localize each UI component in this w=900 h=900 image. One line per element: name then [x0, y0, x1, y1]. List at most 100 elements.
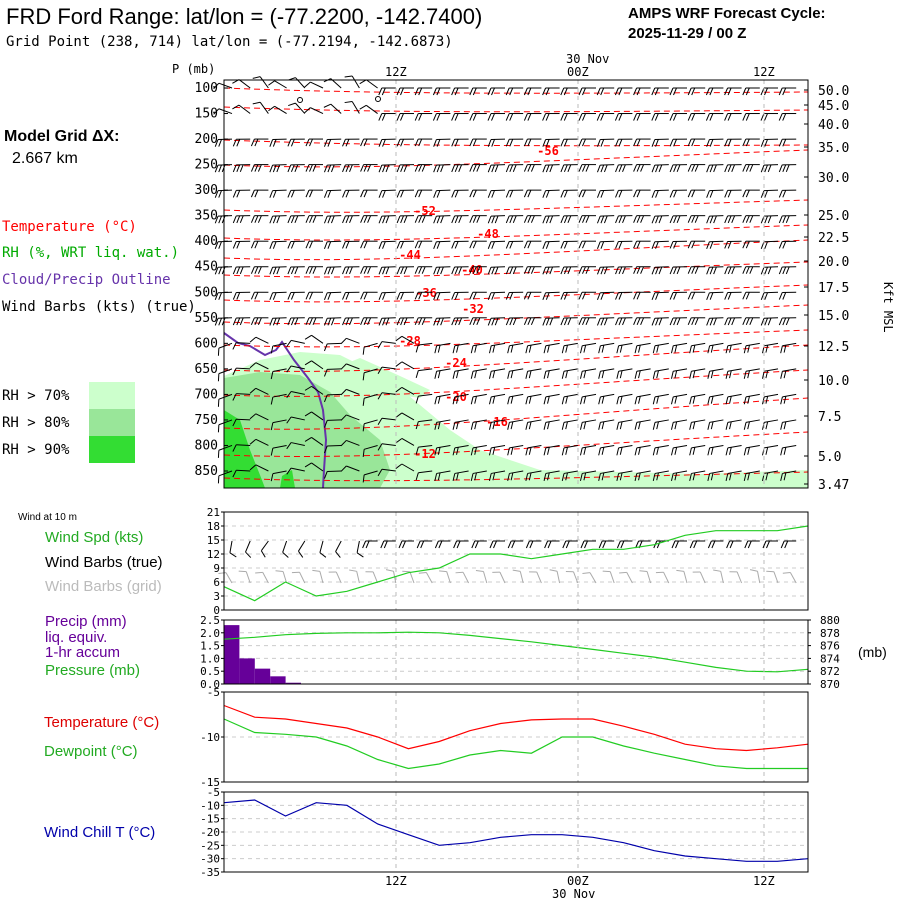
- upper-barb-7-15: [487, 266, 506, 275]
- upper-barb-2-18-flag-1: [545, 139, 550, 147]
- calm-circle-1: [375, 96, 381, 102]
- upper-barb-10-9-staff: [381, 341, 396, 344]
- true-barb-28-flag-0: [726, 540, 731, 549]
- upper-barb-6-6-flag-1: [327, 241, 332, 249]
- grid-barb-10-staff: [409, 571, 415, 584]
- upper-barb-4-5: [305, 189, 323, 198]
- upper-barb-12-4-flag-0: [286, 391, 292, 399]
- upper-barb-15-22: [616, 470, 633, 481]
- upper-barb-12-20-staff: [582, 393, 597, 398]
- upper-barb-12-8-staff: [364, 393, 378, 399]
- upper-barb-9-18-flag-2: [549, 317, 554, 326]
- upper-barb-10-2-staff: [255, 336, 269, 344]
- upper-barb-5-22-flag-1: [618, 215, 623, 224]
- upper-barb-9-19-flag-2: [567, 317, 572, 326]
- upper-barb-4-4-flag-0: [287, 190, 292, 198]
- upper-barb-11-4-flag-0: [286, 365, 292, 373]
- upper-barb-2-27-flag-0: [706, 139, 710, 147]
- upper-barb-6-5: [305, 240, 323, 249]
- upper-barb-13-14-staff: [472, 419, 487, 423]
- upper-barb-11-6-flag-0: [323, 369, 328, 377]
- upper-barb-9-17: [523, 317, 542, 325]
- upper-barb-9-27-flag-1: [709, 317, 714, 326]
- upper-barb-4-4: [287, 189, 305, 198]
- upper-barb-12-29-flag-0: [743, 396, 747, 405]
- upper-barb-13-2: [249, 413, 269, 421]
- upper-barb-0-29: [742, 87, 760, 96]
- upper-barb-15-13-staff: [454, 470, 469, 474]
- upper-barb-11-19-flag-0: [561, 371, 565, 379]
- pressure-axis-title: P (mb): [172, 62, 215, 76]
- upper-barb-11-25: [670, 368, 688, 379]
- upper-barb-1-16-flag-0: [505, 113, 510, 121]
- upper-barb-7-16-flag-0: [505, 266, 510, 275]
- upper-barb-2-16-flag-0: [505, 139, 510, 147]
- upper-barb-15-3-flag-0: [270, 473, 274, 482]
- upper-barb-12-22: [616, 393, 633, 405]
- upper-barb-2-26-flag-0: [687, 138, 692, 147]
- upper-barb-12-17-flag-1: [528, 396, 532, 404]
- upper-barb-0-23: [633, 87, 651, 96]
- upper-barb-9-28: [724, 317, 742, 326]
- upper-barb-12-14: [470, 393, 487, 405]
- upper-barb-9-29-flag-1: [745, 317, 750, 325]
- upper-barb-1-14: [469, 113, 487, 121]
- true-barb-1-staff: [245, 540, 251, 553]
- upper-barb-3-25: [669, 164, 688, 173]
- upper-barb-12-25: [670, 393, 688, 405]
- upper-barb-7-30: [760, 266, 779, 275]
- upper-barb-14-6-flag-0: [323, 445, 328, 454]
- grid-barb-4: [291, 571, 306, 584]
- upper-barb-14-26: [689, 444, 706, 456]
- upper-barb-12-24-flag-0: [652, 396, 656, 405]
- upper-barb-6-4-flag-0: [287, 241, 292, 249]
- upper-barb-0-9: [378, 87, 396, 96]
- upper-barb-3-21-flag-0: [596, 164, 601, 173]
- upper-barb-6-15-flag-0: [487, 241, 492, 249]
- upper-barb-10-11-flag-0: [415, 344, 419, 353]
- isotherm-0: [223, 87, 809, 94]
- rh80-area: [224, 372, 390, 488]
- upper-barb-2-3-flag-1: [272, 139, 277, 147]
- upper-barb-4-24-flag-0: [651, 190, 656, 198]
- upper-barb-12-20: [579, 393, 597, 405]
- upper-barb-4-29: [742, 189, 760, 198]
- upper-barb-15-14-staff: [472, 470, 487, 474]
- upper-barb-10-4-staff: [291, 339, 305, 344]
- upper-barb-11-26-staff: [691, 368, 706, 372]
- true-barb-17-flag-1: [529, 540, 534, 549]
- upper-barb-3-3-flag-0: [269, 164, 274, 173]
- upper-barb-14-3-flag-0: [270, 448, 274, 456]
- upper-barb-11-3: [270, 368, 287, 380]
- upper-barb-6-26: [687, 240, 706, 249]
- upper-barb-14-12-flag-1: [437, 447, 441, 455]
- upper-barb-15-20-staff: [582, 470, 597, 474]
- upper-barb-12-28-staff: [727, 393, 742, 398]
- upper-barb-6-10-flag-1: [400, 241, 404, 249]
- upper-barb-8-19-flag-0: [560, 292, 565, 300]
- upper-barb-9-24-flag-2: [658, 317, 663, 326]
- upper-barb-0-11: [414, 87, 433, 96]
- upper-barb-7-3: [269, 266, 287, 275]
- temp-frame: [223, 691, 809, 783]
- upper-barb-7-28-flag-0: [724, 266, 729, 275]
- upper-barb-15-7: [340, 465, 360, 472]
- upper-barb-3-29-flag-1: [745, 164, 750, 172]
- upper-barb-4-25-flag-1: [673, 190, 677, 198]
- pressure-tick-14: 800: [195, 438, 218, 453]
- upper-barb-3-0-flag-1: [218, 164, 222, 173]
- upper-barb-10-12-staff: [436, 342, 451, 347]
- pressure-tick-9: 550: [195, 311, 218, 326]
- upper-barb-5-0-flag-0: [214, 215, 219, 224]
- upper-barb-13-25-flag-1: [674, 421, 678, 430]
- bottom-tick-12z-b: 12Z: [753, 874, 775, 888]
- upper-barb-4-18-flag-0: [542, 190, 547, 198]
- upper-barb-15-9: [377, 468, 396, 477]
- upper-barb-14-31-flag-1: [783, 447, 787, 455]
- upper-barb-6-24-flag-0: [651, 241, 656, 249]
- upper-barb-9-2-flag-2: [257, 317, 262, 325]
- upper-barb-9-20: [578, 317, 596, 325]
- upper-barb-6-26-flag-1: [691, 241, 696, 249]
- upper-barb-1-26-flag-0: [687, 113, 692, 121]
- upper-barb-9-12-flag-1: [436, 317, 441, 326]
